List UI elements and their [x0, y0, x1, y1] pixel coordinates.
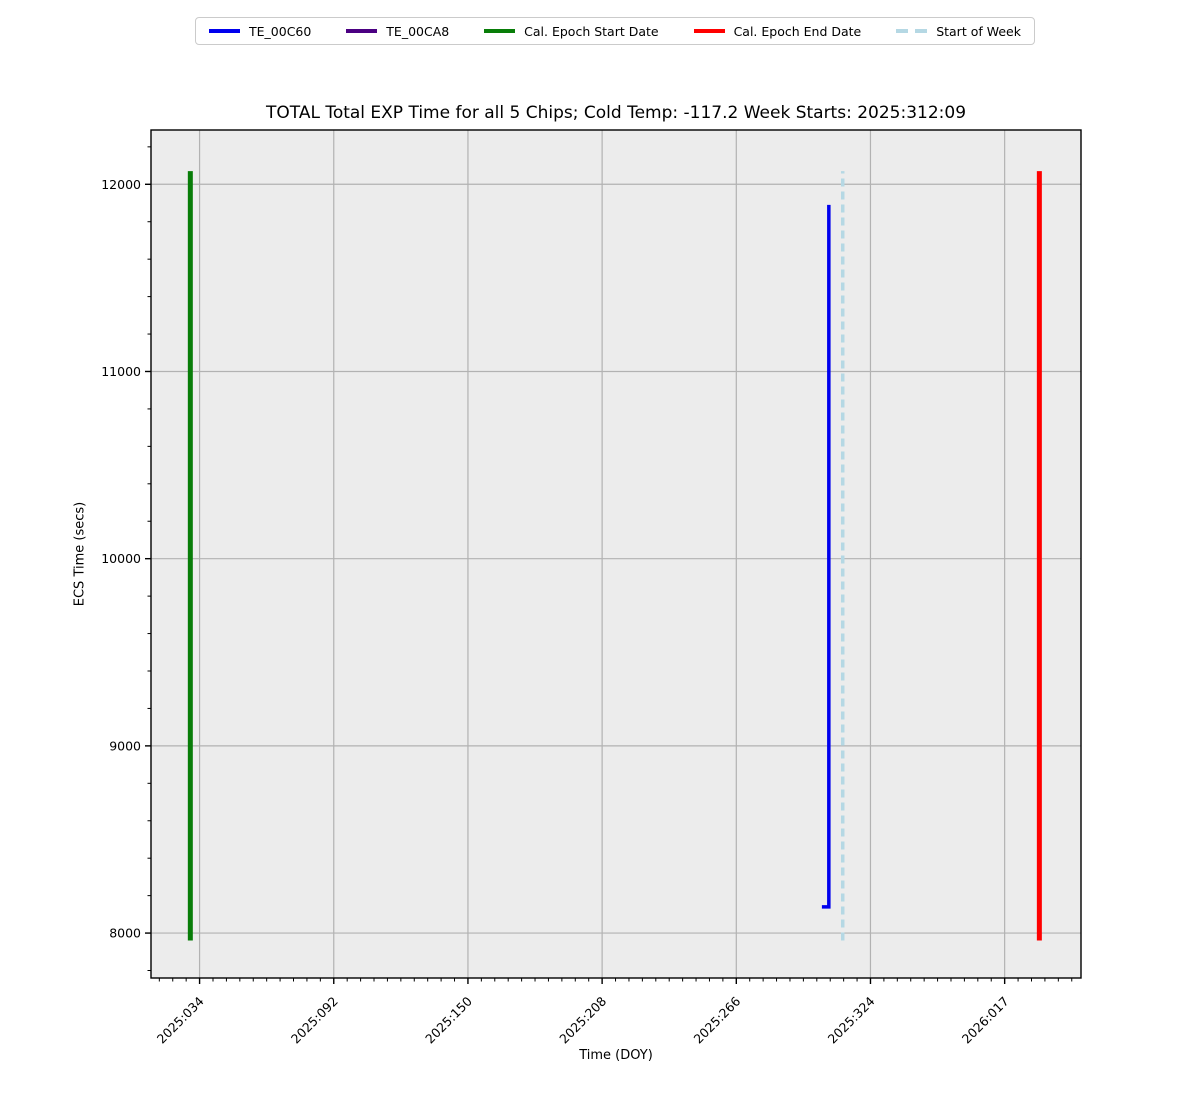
legend-item-cal-epoch-start: Cal. Epoch Start Date	[484, 23, 659, 39]
x-tick-label: 2025:266	[690, 993, 743, 1046]
y-axis-label: ECS Time (secs)	[72, 501, 88, 607]
x-axis-label: Time (DOY)	[579, 1048, 653, 1063]
legend: TE_00C60 TE_00CA8 Cal. Epoch Start Date …	[195, 17, 1035, 45]
y-tick-label: 9000	[109, 738, 141, 753]
x-tick-label: 2025:092	[288, 994, 341, 1047]
legend-label: Cal. Epoch End Date	[733, 23, 862, 39]
legend-label: Start of Week	[936, 23, 1021, 39]
legend-line-swatch	[693, 29, 725, 33]
legend-line-swatch	[484, 29, 516, 33]
legend-item-cal-epoch-end: Cal. Epoch End Date	[693, 23, 862, 39]
legend-line-swatch	[209, 29, 240, 33]
legend-label: TE_00C60	[249, 23, 312, 39]
plot-background	[151, 130, 1081, 978]
legend-item-te-00ca8: TE_00CA8	[346, 24, 449, 39]
x-tick-label: 2025:208	[556, 993, 609, 1046]
y-tick-label: 10000	[101, 551, 141, 566]
legend-label: TE_00CA8	[386, 23, 450, 39]
x-tick-label: 2025:324	[825, 993, 878, 1046]
legend-line-swatch	[896, 29, 928, 33]
x-tick-label: 2026:017	[959, 994, 1012, 1047]
y-tick-label: 8000	[109, 926, 141, 941]
y-tick-label: 11000	[101, 364, 141, 379]
x-tick-label: 2025:150	[422, 993, 475, 1046]
legend-label: Cal. Epoch Start Date	[524, 23, 659, 39]
series-te-00c60	[821, 204, 831, 909]
chart-title: TOTAL Total EXP Time for all 5 Chips; Co…	[265, 103, 967, 123]
legend-item-start-of-week: Start of Week	[896, 24, 1021, 39]
x-tick-label: 2025:034	[154, 993, 207, 1046]
legend-item-te-00c60: TE_00C60	[209, 24, 311, 39]
y-tick-label: 12000	[101, 177, 141, 192]
legend-line-swatch	[346, 29, 378, 33]
